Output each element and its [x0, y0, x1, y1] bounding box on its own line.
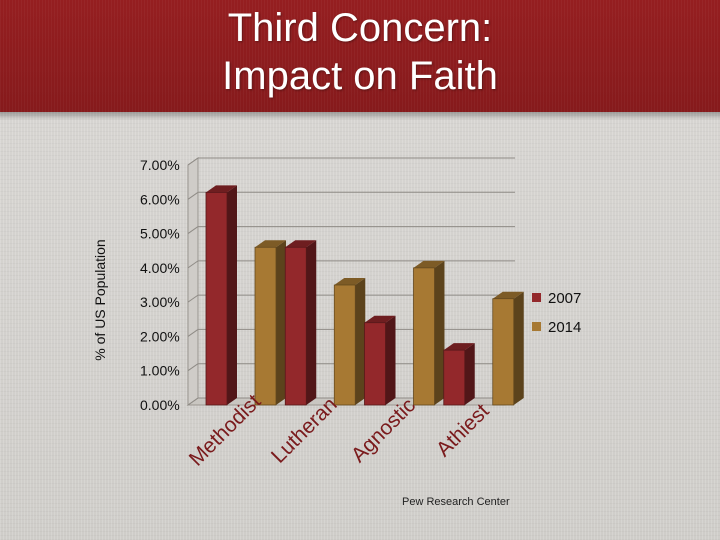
y-tick-label: 2.00% [140, 328, 180, 344]
legend-label-2014: 2014 [548, 319, 581, 336]
gridline-depth [187, 294, 199, 303]
bar-top [334, 278, 366, 285]
slide-title-line1: Third Concern: [227, 6, 493, 50]
title-band [0, 0, 720, 112]
y-tick-label: 6.00% [140, 191, 180, 207]
source-note: Pew Research Center [402, 496, 510, 508]
bar-side [355, 278, 366, 405]
bar-top [285, 240, 317, 248]
bar-side [306, 240, 317, 405]
bar-side [385, 315, 396, 405]
x-category-label: Athiest [432, 399, 494, 461]
y-tick-label: 5.00% [140, 226, 180, 242]
y-tick-label: 3.00% [140, 294, 180, 310]
bar-top [443, 343, 475, 351]
bar-2007-athiest [443, 349, 466, 406]
bar-side [227, 185, 237, 405]
legend-swatch-2014 [532, 322, 541, 331]
bar-side [464, 343, 475, 405]
gridline-depth [187, 363, 199, 372]
gridline-depth [187, 329, 199, 337]
legend-label-2007: 2007 [548, 290, 581, 307]
y-tick-label: 7.00% [140, 157, 180, 173]
gridline-depth [187, 260, 199, 269]
y-tick-label: 1.00% [140, 363, 180, 379]
bar-top [206, 185, 237, 193]
y-tick-label: 4.00% [140, 260, 180, 276]
bar-top [413, 260, 445, 268]
bar-side [276, 240, 286, 405]
gridline-depth [187, 226, 199, 234]
chart-side-wall [187, 157, 199, 406]
y-axis-title: % of US Population [92, 239, 108, 360]
bar-2014-methodist [254, 246, 277, 406]
bar-top [492, 291, 524, 299]
gridline-depth [187, 191, 199, 200]
gridline-depth [187, 397, 199, 406]
bar-side [513, 291, 524, 405]
bar-2014-agnostic [413, 267, 435, 406]
title-band-shadow [0, 112, 720, 120]
legend-swatch-2007 [532, 293, 541, 302]
gridline-depth [187, 157, 199, 166]
slide-title-line2: Impact on Faith [222, 54, 498, 98]
bar-2014-lutheran [333, 284, 356, 406]
bar-top [255, 240, 286, 248]
slide-title: Third Concern: Impact on Faith [0, 4, 720, 100]
bar-2007-agnostic [364, 322, 386, 406]
bar-side [434, 260, 445, 405]
y-tick-label: 0.00% [140, 397, 180, 413]
bar-2014-athiest [492, 298, 515, 406]
bar-2007-methodist [205, 192, 228, 406]
bar-2007-lutheran [284, 246, 307, 406]
bar-top [364, 315, 396, 323]
